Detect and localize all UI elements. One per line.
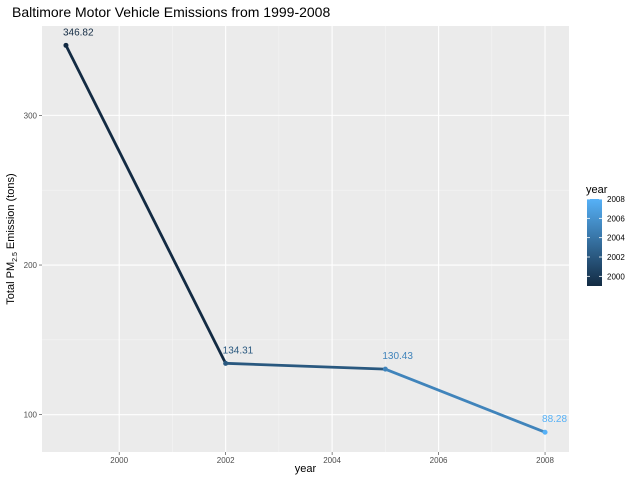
legend-title: year: [586, 184, 608, 196]
y-axis-title-suffix: Emission (tons): [5, 173, 17, 252]
series-points: [63, 42, 548, 435]
data-label: 346.82: [63, 27, 94, 38]
y-axis-ticks: 100 200 300: [24, 111, 42, 420]
y-axis-title-subscript: 2.5: [12, 252, 19, 262]
legend: year 2000 2002 2004 2006 2008: [586, 184, 625, 286]
legend-tick-label: 2000: [607, 272, 625, 281]
data-point: [542, 429, 548, 435]
data-label: 88.28: [542, 414, 567, 425]
data-label: 134.31: [223, 345, 254, 356]
x-axis-title: year: [295, 463, 317, 475]
legend-tick-label: 2004: [607, 234, 625, 243]
legend-tick-label: 2008: [607, 195, 625, 204]
data-labels: 346.82 134.31 130.43 88.28: [63, 27, 568, 425]
legend-colorbar: [587, 199, 602, 286]
series-line: [64, 44, 546, 434]
y-tick-label: 200: [24, 261, 38, 270]
data-point: [63, 42, 69, 48]
y-axis-title-prefix: Total PM: [5, 262, 17, 305]
legend-ticks: 2000 2002 2004 2006 2008: [587, 195, 625, 281]
data-label: 130.43: [382, 351, 413, 362]
legend-tick-label: 2002: [607, 253, 625, 262]
y-tick-label: 300: [24, 111, 38, 120]
y-axis-title: Total PM2.5 Emission (tons): [5, 173, 19, 304]
x-tick-label: 2002: [217, 456, 235, 465]
x-tick-label: 2000: [110, 456, 128, 465]
x-tick-label: 2006: [430, 456, 448, 465]
chart-title: Baltimore Motor Vehicle Emissions from 1…: [12, 4, 330, 20]
y-tick-label: 100: [24, 411, 38, 420]
x-tick-label: 2008: [536, 456, 554, 465]
major-gridlines: [42, 26, 569, 452]
plot-panel: [42, 26, 569, 452]
series-line-segment: [384, 367, 546, 434]
series-line-segment: [64, 44, 227, 364]
data-point: [382, 366, 388, 372]
legend-tick-label: 2006: [607, 214, 625, 223]
x-tick-label: 2004: [323, 456, 341, 465]
minor-gridlines: [42, 26, 569, 452]
x-axis-ticks: 2000 2002 2004 2006 2008: [110, 452, 554, 465]
series-line-segment: [225, 361, 386, 371]
data-point: [223, 360, 229, 366]
